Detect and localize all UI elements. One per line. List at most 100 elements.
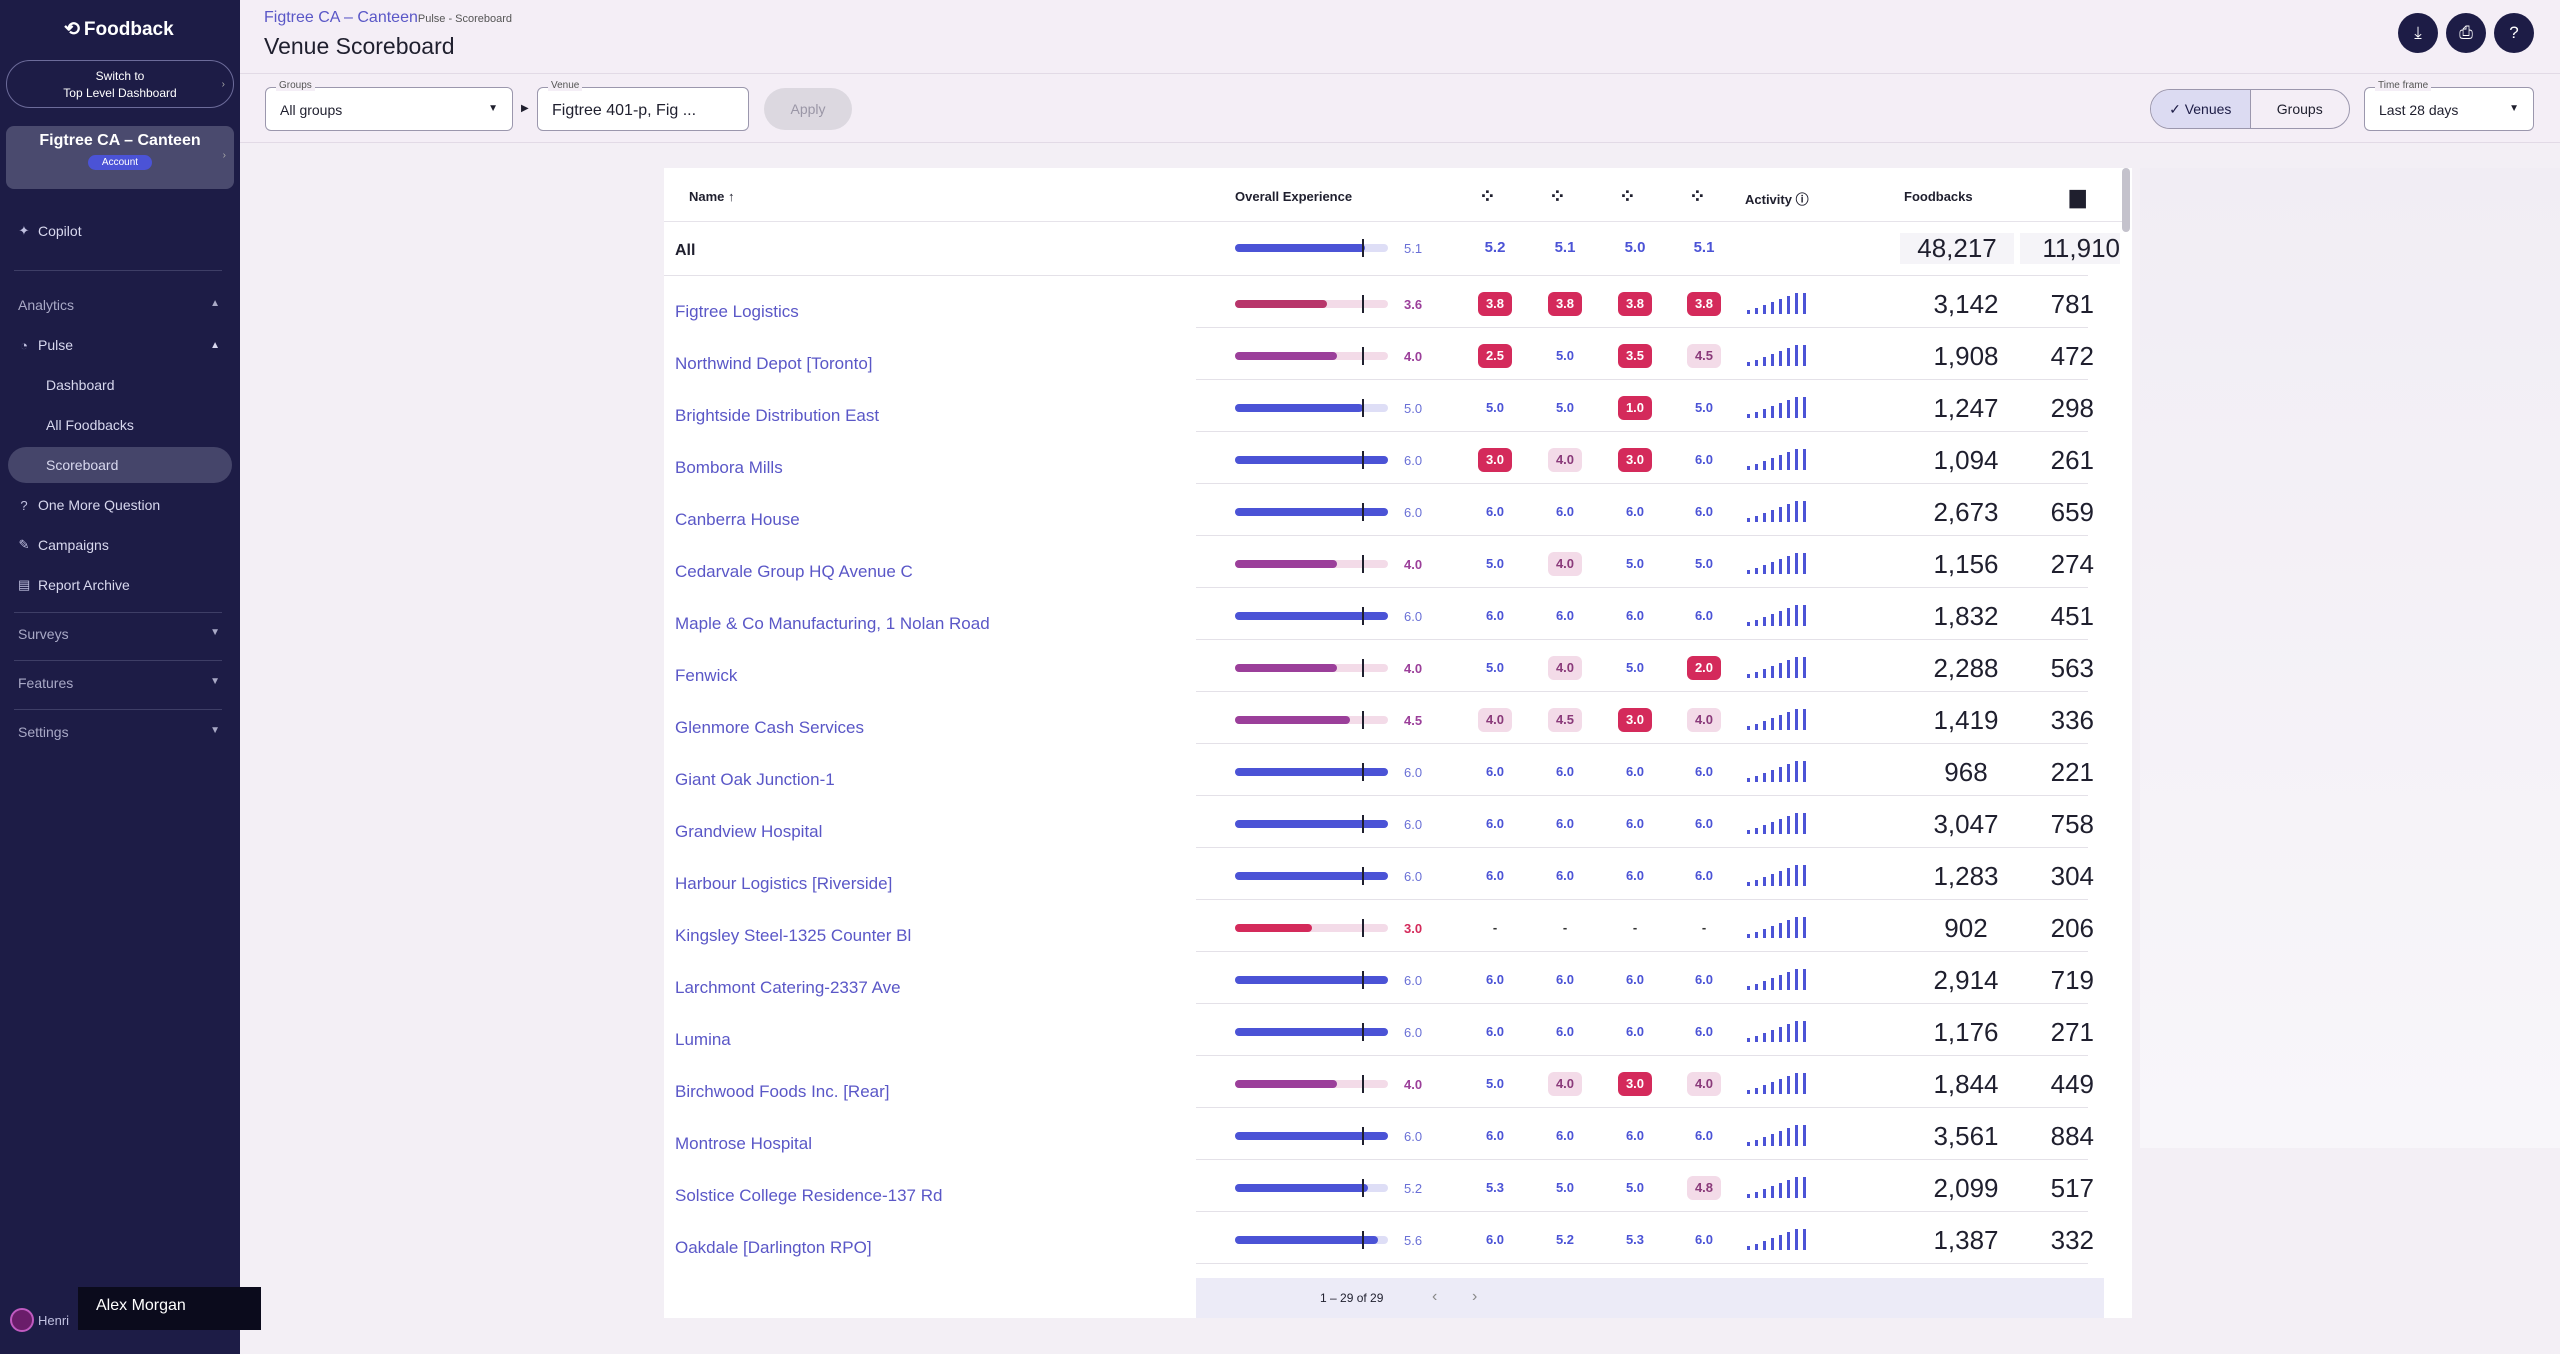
table-scrollbar[interactable] — [2122, 168, 2130, 232]
foodbacks-count[interactable]: 2,914 — [1933, 965, 1999, 995]
category-score-4[interactable]: 6.0 — [1694, 608, 1714, 623]
category-score-1[interactable]: 6.0 — [1485, 608, 1505, 623]
category-score-2[interactable]: 4.0 — [1548, 552, 1582, 576]
category-score-1[interactable]: 6.0 — [1485, 1232, 1505, 1247]
category-score-3[interactable]: 6.0 — [1625, 504, 1645, 519]
category-score-2[interactable]: 5.0 — [1555, 348, 1575, 363]
timeframe-select[interactable]: Time frame Last 28 days ▼ — [2364, 80, 2534, 131]
category-score-2[interactable]: 5.2 — [1555, 1232, 1575, 1247]
sidebar-section-surveys[interactable]: Surveys ▼ — [18, 626, 220, 642]
comments-count[interactable]: 274 — [2050, 549, 2094, 579]
comments-count[interactable]: 472 — [2050, 341, 2094, 371]
category-score-2[interactable]: 4.0 — [1548, 1072, 1582, 1096]
comments-count[interactable]: 659 — [2050, 497, 2094, 527]
foodbacks-count[interactable]: 2,288 — [1933, 653, 1999, 683]
category-score-4[interactable]: 4.5 — [1687, 344, 1721, 368]
foodbacks-count[interactable]: 1,283 — [1933, 861, 1999, 891]
category-score-4[interactable]: 4.0 — [1687, 1072, 1721, 1096]
sidebar-item-campaigns[interactable]: ✎ Campaigns — [18, 537, 109, 553]
apply-button[interactable]: Apply — [764, 88, 852, 130]
venue-select[interactable]: Venue Figtree 401-p, Fig ... — [537, 80, 749, 131]
category-1-icon[interactable]: ⁘ — [1479, 186, 1496, 208]
venue-name[interactable]: Montrose Hospital — [675, 1134, 813, 1153]
category-score-1[interactable]: 6.0 — [1485, 1128, 1505, 1143]
comments-count[interactable]: 261 — [2050, 445, 2094, 475]
category-score-3[interactable]: 6.0 — [1625, 608, 1645, 623]
category-score-1[interactable]: 5.0 — [1485, 1076, 1505, 1091]
category-score-3[interactable]: 6.0 — [1625, 972, 1645, 987]
column-overall-header[interactable]: Overall Experience — [1235, 189, 1353, 204]
category-score-1[interactable]: 6.0 — [1485, 972, 1505, 987]
category-score-3[interactable]: 6.0 — [1625, 868, 1645, 883]
sidebar-item-dashboard[interactable]: Dashboard — [46, 377, 115, 393]
foodbacks-count[interactable]: 48,217 — [1900, 233, 2014, 264]
user-menu[interactable]: Henri — [10, 1308, 69, 1332]
category-score-4[interactable]: 4.8 — [1687, 1176, 1721, 1200]
venue-name[interactable]: Giant Oak Junction-1 — [675, 770, 835, 789]
column-activity-header[interactable]: Activity ⓘ — [1745, 192, 1809, 207]
comments-count[interactable]: 884 — [2050, 1121, 2094, 1151]
sidebar-item-all-foodbacks[interactable]: All Foodbacks — [46, 417, 134, 433]
category-score-4[interactable]: 4.0 — [1687, 708, 1721, 732]
comments-count[interactable]: 449 — [2050, 1069, 2094, 1099]
venue-name[interactable]: Fenwick — [675, 666, 738, 685]
comments-count[interactable]: 304 — [2050, 861, 2094, 891]
category-score-2[interactable]: 6.0 — [1555, 764, 1575, 779]
sidebar-section-analytics[interactable]: Analytics ▲ — [18, 297, 220, 313]
table-row[interactable]: Figtree Logistics 3.6 3.8 3.8 3.8 3.8 3,142 781 — [664, 276, 2104, 328]
foodbacks-count[interactable]: 1,094 — [1933, 445, 1999, 475]
category-score-3[interactable]: 3.0 — [1618, 448, 1652, 472]
foodbacks-count[interactable]: 1,844 — [1933, 1069, 1999, 1099]
foodbacks-count[interactable]: 968 — [1944, 757, 1988, 787]
category-score-4[interactable]: 5.1 — [1693, 239, 1715, 256]
venue-name[interactable]: Cedarvale Group HQ Avenue C — [675, 562, 913, 581]
category-score-3[interactable]: 3.0 — [1618, 708, 1652, 732]
category-score-1[interactable]: 4.0 — [1478, 708, 1512, 732]
switch-dashboard-button[interactable]: Switch to Top Level Dashboard › — [6, 60, 234, 108]
table-row[interactable]: Glenmore Cash Services 4.5 4.0 4.5 3.0 4.0 1,4… — [664, 692, 2104, 744]
sidebar-item-report-archive[interactable]: ▤ Report Archive — [18, 577, 130, 593]
table-row[interactable]: Solstice College Residence-137 Rd 5.2 5.3 5… — [664, 1160, 2104, 1212]
sidebar-section-settings[interactable]: Settings ▼ — [18, 724, 220, 740]
comments-count[interactable]: 563 — [2050, 653, 2094, 683]
category-score-1[interactable]: 6.0 — [1485, 868, 1505, 883]
category-score-1[interactable]: 3.0 — [1478, 448, 1512, 472]
column-foodbacks-header[interactable]: Foodbacks — [1904, 189, 1973, 204]
table-row[interactable]: Northwind Depot [Toronto] 4.0 2.5 5.0 3.5 4.5… — [664, 328, 2104, 380]
foodbacks-count[interactable]: 2,673 — [1933, 497, 1999, 527]
category-score-4[interactable]: 6.0 — [1694, 972, 1714, 987]
venue-name[interactable]: Bombora Mills — [675, 458, 783, 477]
category-score-1[interactable]: 6.0 — [1485, 1024, 1505, 1039]
foodbacks-count[interactable]: 1,156 — [1933, 549, 1999, 579]
venue-name[interactable]: Figtree Logistics — [675, 302, 799, 321]
next-page-button[interactable]: › — [1472, 1288, 1478, 1305]
venue-name[interactable]: Harbour Logistics [Riverside] — [675, 874, 893, 893]
category-score-3[interactable]: 3.8 — [1618, 292, 1652, 316]
venue-name[interactable]: All — [675, 242, 696, 259]
category-score-4[interactable]: 6.0 — [1694, 1024, 1714, 1039]
category-score-2[interactable]: 6.0 — [1555, 868, 1575, 883]
table-row[interactable]: Oakdale [Darlington RPO] 5.6 6.0 5.2 5.3 6.0 1… — [664, 1212, 2104, 1264]
category-score-2[interactable]: 5.0 — [1555, 1180, 1575, 1195]
comments-count[interactable]: 517 — [2050, 1173, 2094, 1203]
category-score-4[interactable]: - — [1701, 920, 1707, 935]
table-row[interactable]: Maple & Co Manufacturing, 1 Nolan Road 6.… — [664, 588, 2104, 640]
venue-name[interactable]: Grandview Hospital — [675, 822, 823, 841]
comments-count[interactable]: 719 — [2050, 965, 2094, 995]
sidebar-item-one-more-question[interactable]: ? One More Question — [18, 497, 160, 513]
category-score-4[interactable]: 5.0 — [1694, 556, 1714, 571]
print-button[interactable]: ⎙ — [2446, 13, 2486, 53]
category-4-icon[interactable]: ⁘ — [1689, 186, 1706, 208]
venue-name[interactable]: Glenmore Cash Services — [675, 718, 864, 737]
table-row[interactable]: Birchwood Foods Inc. [Rear] 4.0 5.0 4.0 3.0 4… — [664, 1056, 2104, 1108]
category-score-1[interactable]: 5.2 — [1484, 239, 1506, 256]
category-score-3[interactable]: 5.0 — [1625, 660, 1645, 675]
foodbacks-count[interactable]: 902 — [1944, 913, 1988, 943]
category-score-2[interactable]: 6.0 — [1555, 1024, 1575, 1039]
table-row-all[interactable]: All 5.1 5.2 5.1 5.0 5.1 48,217 11,910 — [664, 224, 2120, 276]
prev-page-button[interactable]: ‹ — [1432, 1288, 1438, 1305]
table-row[interactable]: Larchmont Catering-2337 Ave 6.0 6.0 6.0 6.0 6… — [664, 952, 2104, 1004]
category-score-1[interactable]: - — [1492, 920, 1498, 935]
venue-name[interactable]: Northwind Depot [Toronto] — [675, 354, 873, 373]
foodbacks-count[interactable]: 1,419 — [1933, 705, 1999, 735]
